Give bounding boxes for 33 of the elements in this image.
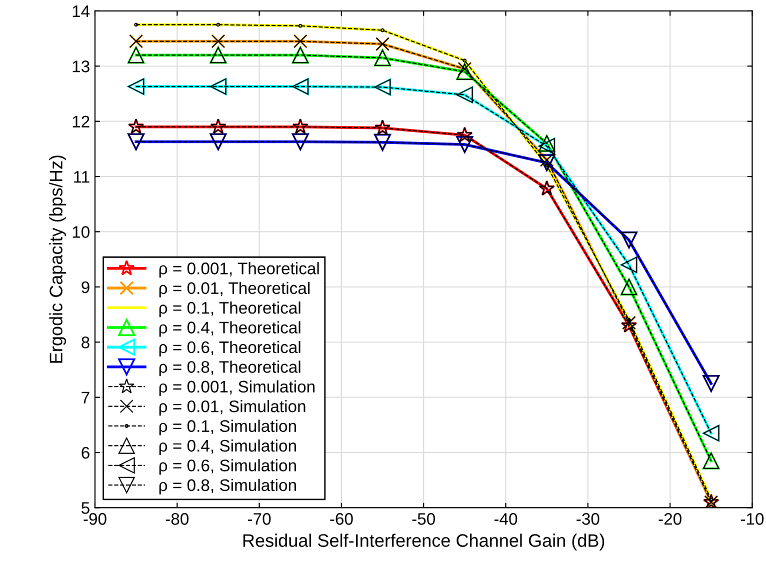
legend-label: ρ = 0.01, Simulation [159,400,306,416]
x-tick-label: -40 [494,513,518,525]
x-tick-label: -30 [576,513,600,525]
y-tick-label: 13 [72,60,90,72]
legend-label: ρ = 0.001, Simulation [159,380,314,396]
y-tick-label: 7 [82,392,90,404]
legend-label: ρ = 0.1, Simulation [159,420,296,436]
legend-label: ρ = 0.8, Theoretical [159,360,300,376]
y-axis-title: Ergodic Capacity (bps/Hz) [49,156,66,363]
legend-label: ρ = 0.01, Theoretical [159,282,310,298]
x-axis-title: Residual Self-Interference Channel Gain (dB) [243,534,604,550]
y-tick-label: 11 [74,171,90,183]
legend-label: ρ = 0.4, Simulation [159,439,296,455]
legend-label: ρ = 0.001, Theoretical [159,262,319,278]
legend-label: ρ = 0.1, Theoretical [159,302,300,318]
x-tick-label: -90 [84,513,106,525]
x-tick-label: -20 [658,513,682,525]
x-tick-label: -10 [740,513,764,525]
y-tick-label: 12 [72,116,90,128]
y-tick-label: 5 [82,502,90,514]
x-tick-label: -50 [412,513,435,525]
x-tick-label: -60 [330,513,353,525]
x-tick-label: -70 [248,513,271,525]
y-tick-label: 10 [72,226,90,238]
legend-label: ρ = 0.6, Theoretical [159,340,300,356]
x-tick-label: -80 [166,513,189,525]
legend-label: ρ = 0.8, Simulation [159,478,296,494]
y-tick-label: 9 [82,281,90,294]
y-tick-label: 6 [82,446,90,459]
legend-label: ρ = 0.6, Simulation [159,459,296,475]
legend-label: ρ = 0.4, Theoretical [159,321,300,337]
y-tick-label: 14 [72,6,90,17]
y-tick-label: 8 [82,336,90,348]
